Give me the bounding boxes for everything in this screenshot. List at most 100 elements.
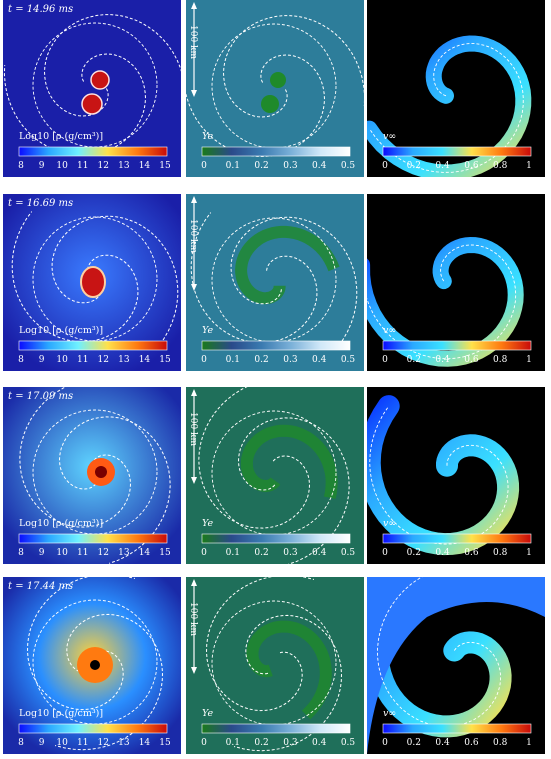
colorbar-tick-label: 0.2 bbox=[406, 161, 421, 171]
colorbar bbox=[18, 723, 168, 734]
colorbar-label: v∞ bbox=[383, 325, 397, 336]
colorbar-tick-label: 14 bbox=[138, 738, 151, 748]
colorbar-tick-label: 12 bbox=[97, 548, 110, 558]
colorbar-tick-label: 0.6 bbox=[464, 738, 479, 748]
scale-label: 100 km bbox=[188, 25, 198, 60]
colorbar bbox=[382, 723, 532, 734]
density-panel: t = 17.09 ms Log10 [ρ (g/cm³)] 8 9 10 11 12 13 1… bbox=[3, 387, 181, 564]
colorbar-tick-label: 0.2 bbox=[406, 355, 421, 365]
contour-spiral bbox=[26, 577, 136, 711]
colorbar-label: Ye bbox=[202, 708, 214, 719]
colorbar-tick-label: 1 bbox=[526, 548, 532, 558]
colorbar-tick-label: 0.3 bbox=[283, 738, 298, 748]
colorbar-tick-label: 11 bbox=[76, 738, 89, 748]
colorbar-tick-label: 1 bbox=[526, 355, 532, 365]
colorbar-tick-label: 0.5 bbox=[340, 161, 356, 171]
colorbar bbox=[18, 146, 168, 157]
colorbar-label: v∞ bbox=[383, 708, 397, 719]
colorbar-tick-label: 0.5 bbox=[340, 738, 356, 748]
colorbar-tick-label: 0.2 bbox=[254, 161, 269, 171]
colorbar-tick-label: 14 bbox=[138, 355, 151, 365]
time-label: t = 17.44 ms bbox=[8, 581, 74, 592]
colorbar bbox=[382, 146, 532, 157]
colorbar-tick-label: 13 bbox=[118, 738, 130, 748]
contour-spiral bbox=[19, 387, 132, 528]
colorbar-tick-label: 0 bbox=[201, 161, 207, 171]
ye-panel: 100 km Ye 0 0.1 0.2 0.3 0.4 0.5 bbox=[186, 194, 364, 371]
colorbar-tick-label: 0 bbox=[201, 548, 207, 558]
colorbar-label: Ye bbox=[202, 518, 214, 529]
colorbar-tick-label: 14 bbox=[138, 548, 151, 558]
colorbar-tick-label: 0.8 bbox=[493, 161, 508, 171]
ye-spiral-arm bbox=[235, 225, 340, 305]
colorbar bbox=[382, 340, 532, 351]
contour-spiral bbox=[369, 405, 509, 545]
colorbar-ticks: 0 0.2 0.4 0.6 0.8 1 bbox=[367, 548, 545, 559]
time-label: t = 17.09 ms bbox=[8, 391, 74, 402]
ye-panel: 100 km Ye 0 0.1 0.2 0.3 0.4 0.5 bbox=[186, 577, 364, 754]
colorbar-tick-label: 0.2 bbox=[254, 548, 269, 558]
colorbar-tick-label: 0.4 bbox=[435, 355, 450, 365]
vinf-panel: v∞ 0 0.2 0.4 0.6 0.8 1 bbox=[367, 577, 545, 754]
colorbar-tick-label: 0.3 bbox=[283, 548, 298, 558]
colorbar-tick-label: 0 bbox=[382, 355, 388, 365]
colorbar-tick-label: 0.6 bbox=[464, 161, 479, 171]
colorbar bbox=[18, 340, 168, 351]
colorbar-tick-label: 11 bbox=[76, 548, 89, 558]
scale-arrow-up bbox=[191, 389, 197, 396]
colorbar-tick-label: 15 bbox=[159, 161, 171, 171]
colorbar-tick-label: 0.3 bbox=[283, 355, 298, 365]
colorbar-ticks: 8 9 10 11 12 13 14 15 bbox=[3, 738, 181, 749]
colorbar-label: Ye bbox=[202, 131, 214, 142]
colorbar bbox=[18, 533, 168, 544]
neutron-star bbox=[90, 70, 110, 90]
colorbar-tick-label: 12 bbox=[97, 738, 110, 748]
colorbar bbox=[382, 533, 532, 544]
ejecta-shell bbox=[367, 577, 545, 754]
colorbar-ticks: 8 9 10 11 12 13 14 15 bbox=[3, 548, 181, 559]
contour-spiral bbox=[43, 14, 181, 117]
colorbar-tick-label: 0.4 bbox=[312, 738, 327, 748]
scale-arrow-down bbox=[191, 90, 197, 97]
colorbar-tick-label: 0.8 bbox=[493, 355, 508, 365]
colorbar-tick-label: 0.2 bbox=[254, 738, 269, 748]
scale-arrow-down bbox=[191, 667, 197, 674]
colorbar-tick-label: 0 bbox=[201, 355, 207, 365]
colorbar bbox=[201, 340, 351, 351]
colorbar-tick-label: 0 bbox=[382, 548, 388, 558]
colorbar-tick-label: 0.1 bbox=[225, 355, 240, 365]
colorbar-tick-label: 0.1 bbox=[225, 161, 240, 171]
vinf-panel: v∞ 0 0.2 0.4 0.6 0.8 1 bbox=[367, 387, 545, 564]
contour-spiral bbox=[230, 216, 358, 348]
colorbar-ticks: 0 0.1 0.2 0.3 0.4 0.5 bbox=[186, 548, 364, 559]
density-panel: t = 14.96 ms Log10 [ρ (g/cm³)] 8 9 10 11 12 13 1… bbox=[3, 0, 181, 177]
colorbar-tick-label: 8 bbox=[18, 161, 24, 171]
contour-spiral bbox=[368, 43, 524, 173]
colorbar-tick-label: 10 bbox=[56, 548, 68, 558]
colorbar-tick-label: 0.5 bbox=[340, 355, 356, 365]
contour-spiral bbox=[237, 417, 350, 564]
contour-spiral bbox=[58, 416, 171, 564]
scale-arrow-up bbox=[191, 196, 197, 203]
contour-spiral bbox=[377, 577, 502, 727]
time-label: t = 16.69 ms bbox=[8, 198, 74, 209]
colorbar-tick-label: 0.2 bbox=[406, 738, 421, 748]
scale-arrow-up bbox=[191, 579, 197, 586]
black-hole bbox=[90, 660, 100, 670]
colorbar-ticks: 0 0.1 0.2 0.3 0.4 0.5 bbox=[186, 161, 364, 172]
colorbar-tick-label: 15 bbox=[159, 355, 171, 365]
colorbar-tick-label: 0.2 bbox=[406, 548, 421, 558]
contour-spiral bbox=[11, 211, 139, 343]
vinf-panel: v∞ 0 0.2 0.4 0.6 0.8 1 bbox=[367, 0, 545, 177]
colorbar-label: Log10 [ρ (g/cm³)] bbox=[19, 708, 104, 719]
colorbar-tick-label: 9 bbox=[38, 161, 45, 171]
contour-spiral bbox=[198, 387, 311, 529]
colorbar-tick-label: 9 bbox=[38, 738, 45, 748]
colorbar-tick-label: 12 bbox=[97, 161, 110, 171]
colorbar-ticks: 0 0.2 0.4 0.6 0.8 1 bbox=[367, 161, 545, 172]
colorbar-tick-label: 0.8 bbox=[493, 738, 508, 748]
density-panel: t = 17.44 ms Log10 [ρ (g/cm³)] 8 9 10 11 12 13 1… bbox=[3, 577, 181, 754]
colorbar-ticks: 0 0.2 0.4 0.6 0.8 1 bbox=[367, 355, 545, 366]
colorbar-tick-label: 11 bbox=[76, 355, 89, 365]
scale-arrow-down bbox=[191, 477, 197, 484]
